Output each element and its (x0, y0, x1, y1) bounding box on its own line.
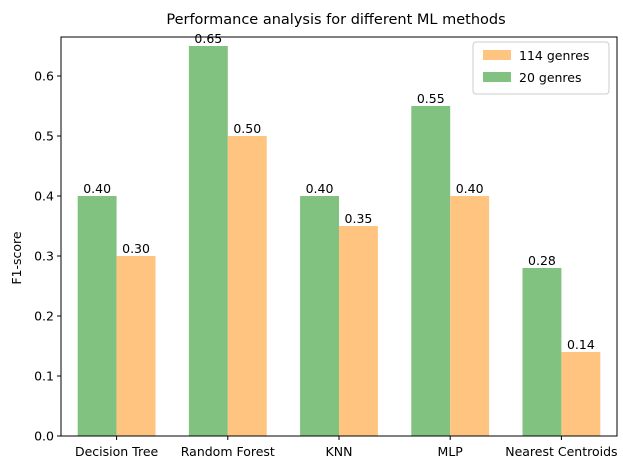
y-tick-label: 0.5 (34, 129, 54, 144)
bar (227, 136, 267, 436)
bar (450, 196, 490, 436)
y-tick-label: 0.6 (34, 69, 54, 84)
data-label: 0.35 (345, 211, 373, 226)
y-tick-label: 0.3 (34, 249, 54, 264)
y-tick-label: 0.4 (34, 189, 54, 204)
bar (300, 196, 339, 436)
x-tick-label: KNN (326, 444, 353, 459)
y-tick-label: 0.2 (34, 309, 54, 324)
data-label: 0.40 (306, 181, 334, 196)
data-label: 0.40 (83, 181, 111, 196)
legend: 114 genres 20 genres (472, 41, 610, 95)
chart-title: Performance analysis for different ML me… (166, 12, 505, 28)
bar (116, 256, 156, 436)
x-tick-label: Decision Tree (75, 444, 159, 459)
bar (522, 268, 562, 436)
x-tick-label: MLP (438, 444, 464, 459)
bar (77, 196, 117, 436)
data-label: 0.30 (122, 241, 150, 256)
legend-label: 114 genres (519, 48, 589, 63)
legend-swatch (483, 72, 511, 82)
plot-area: 0.40 0.65 0.40 0.55 0.28 0.30 0.50 0.35 0.40 0.14… (34, 31, 617, 459)
data-label: 0.28 (528, 253, 556, 268)
x-tick-label: Nearest Centroids (505, 444, 617, 459)
bar (339, 226, 378, 436)
legend-label: 20 genres (519, 70, 582, 85)
y-tick-label: 0.0 (34, 429, 54, 444)
bar (188, 46, 228, 436)
data-label: 0.55 (417, 91, 445, 106)
data-label: 0.40 (456, 181, 484, 196)
data-label: 0.65 (194, 31, 222, 46)
x-tick-label: Random Forest (181, 444, 275, 459)
legend-swatch (483, 50, 511, 60)
y-axis-label: F1-score (9, 231, 24, 285)
data-label: 0.14 (567, 337, 595, 352)
bar (561, 352, 601, 436)
data-label: 0.50 (233, 121, 261, 136)
y-tick-label: 0.1 (34, 369, 54, 384)
bar (411, 106, 451, 436)
